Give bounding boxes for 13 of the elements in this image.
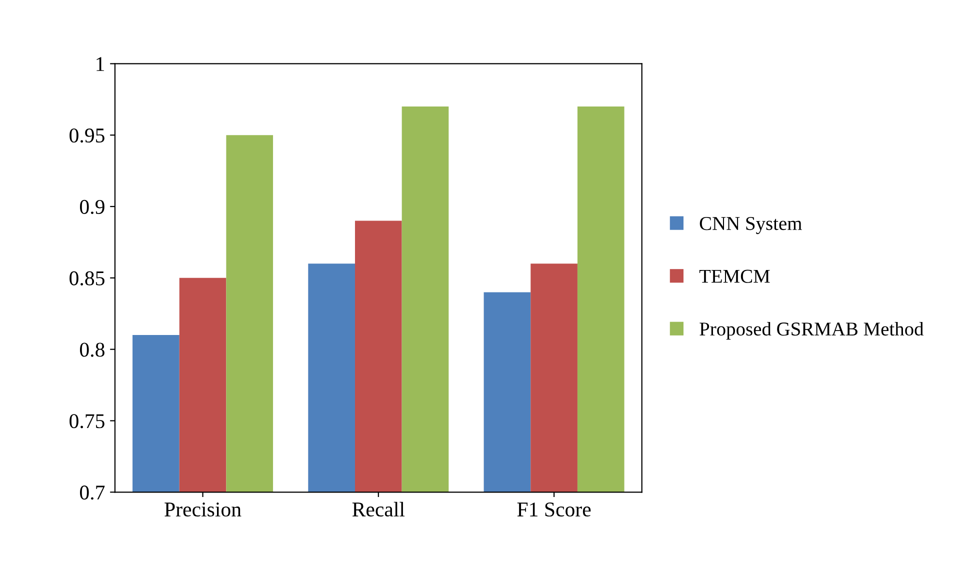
y-tick-label: 0.7 [80,486,105,500]
y-tick-label: 0.8 [80,342,104,357]
legend-label: CNN System [700,217,802,234]
y-tick-label: 0.75 [70,414,104,428]
y-tick-label: 0.85 [70,271,104,286]
y-tick-label: 0.9 [80,200,104,214]
legend-label: TEMCM [699,270,770,283]
legend-label: Proposed GSRMAB Method [700,322,924,340]
y-tick-label: 0.95 [70,128,104,143]
x-tick-label: Recall [352,502,405,517]
y-tick-label: 1 [96,57,104,71]
x-tick-label: F1 Score [517,502,591,517]
x-tick-label: Precision [164,502,242,517]
